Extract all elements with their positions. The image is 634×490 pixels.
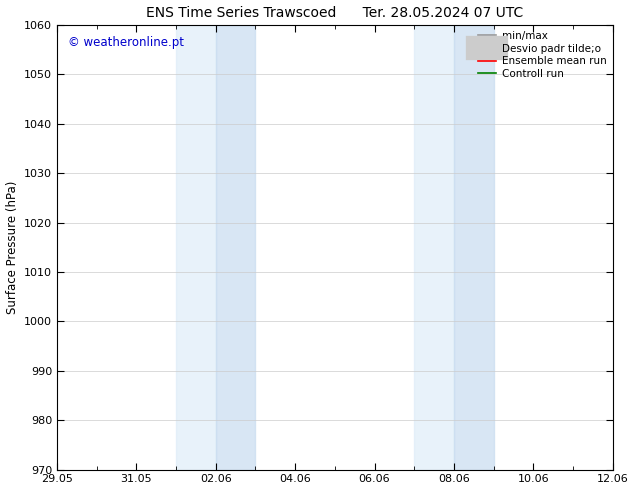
Title: ENS Time Series Trawscoed      Ter. 28.05.2024 07 UTC: ENS Time Series Trawscoed Ter. 28.05.202…	[146, 5, 524, 20]
Bar	[454, 25, 493, 469]
Bar	[176, 25, 216, 469]
Bar	[414, 25, 454, 469]
Y-axis label: Surface Pressure (hPa): Surface Pressure (hPa)	[6, 180, 18, 314]
Legend: min/max, Desvio padr tilde;o, Ensemble mean run, Controll run: min/max, Desvio padr tilde;o, Ensemble m…	[474, 28, 609, 82]
Text: © weatheronline.pt: © weatheronline.pt	[68, 36, 184, 49]
Bar	[216, 25, 256, 469]
